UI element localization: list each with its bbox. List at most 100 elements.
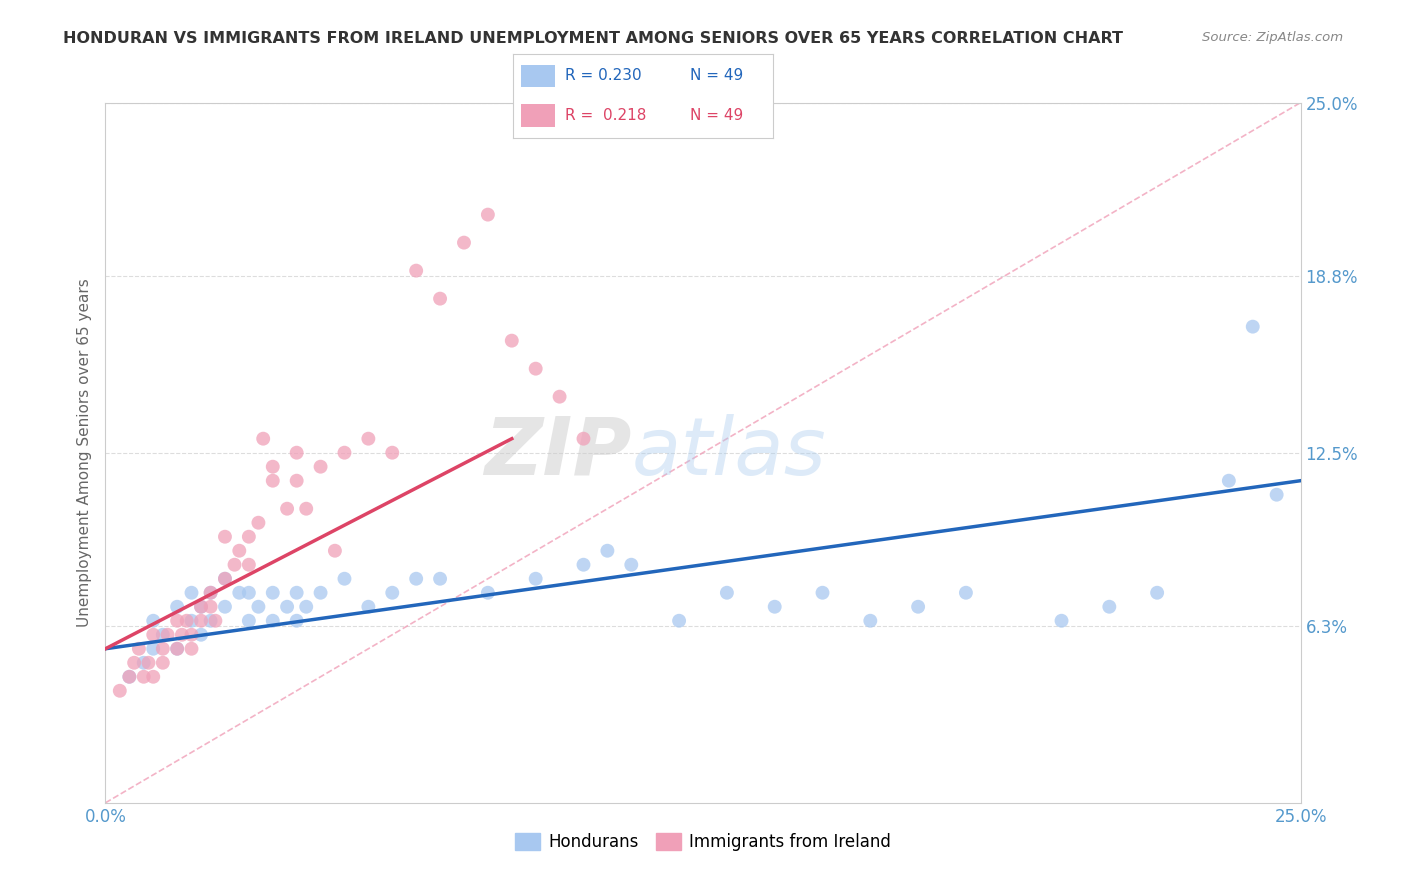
- FancyBboxPatch shape: [522, 104, 555, 128]
- Point: [1146, 586, 1168, 600]
- Point: [524, 361, 547, 376]
- Point: [228, 586, 250, 600]
- Point: [190, 599, 212, 614]
- Text: ZIP: ZIP: [484, 414, 631, 491]
- Point: [668, 614, 690, 628]
- Point: [285, 614, 308, 628]
- Point: [190, 614, 212, 628]
- Point: [763, 599, 786, 614]
- Point: [716, 586, 738, 600]
- Point: [572, 432, 595, 446]
- Point: [1098, 599, 1121, 614]
- Point: [453, 235, 475, 250]
- Point: [214, 599, 236, 614]
- Point: [142, 628, 165, 642]
- Point: [572, 558, 595, 572]
- Point: [214, 530, 236, 544]
- Point: [907, 599, 929, 614]
- Point: [128, 641, 150, 656]
- Text: N = 49: N = 49: [690, 108, 744, 123]
- Point: [138, 656, 160, 670]
- Point: [285, 586, 308, 600]
- Point: [166, 641, 188, 656]
- Point: [357, 432, 380, 446]
- Point: [152, 641, 174, 656]
- Text: N = 49: N = 49: [690, 69, 744, 84]
- Point: [429, 572, 451, 586]
- Point: [118, 670, 141, 684]
- Point: [548, 390, 571, 404]
- Point: [262, 586, 284, 600]
- Point: [152, 628, 174, 642]
- Point: [180, 614, 202, 628]
- Point: [477, 208, 499, 222]
- Point: [405, 572, 427, 586]
- Point: [142, 641, 165, 656]
- Point: [180, 641, 202, 656]
- Point: [166, 599, 188, 614]
- Point: [152, 656, 174, 670]
- Point: [142, 614, 165, 628]
- Point: [142, 670, 165, 684]
- Text: Source: ZipAtlas.com: Source: ZipAtlas.com: [1202, 31, 1343, 45]
- Text: R = 0.230: R = 0.230: [565, 69, 641, 84]
- Text: R =  0.218: R = 0.218: [565, 108, 647, 123]
- Point: [132, 670, 155, 684]
- Point: [122, 656, 145, 670]
- Point: [285, 446, 308, 460]
- Point: [333, 446, 356, 460]
- Point: [108, 683, 131, 698]
- Point: [811, 586, 834, 600]
- Point: [200, 614, 222, 628]
- Point: [1241, 319, 1264, 334]
- Point: [357, 599, 380, 614]
- Point: [166, 614, 188, 628]
- Point: [156, 628, 179, 642]
- Point: [323, 543, 346, 558]
- Point: [238, 558, 260, 572]
- Point: [262, 459, 284, 474]
- Point: [596, 543, 619, 558]
- Point: [381, 446, 404, 460]
- Point: [190, 599, 212, 614]
- Point: [238, 586, 260, 600]
- Point: [333, 572, 356, 586]
- Point: [405, 263, 427, 277]
- Point: [200, 586, 222, 600]
- Point: [176, 614, 198, 628]
- Point: [180, 586, 202, 600]
- Point: [228, 543, 250, 558]
- Point: [381, 586, 404, 600]
- Point: [955, 586, 977, 600]
- Point: [1218, 474, 1240, 488]
- Point: [295, 599, 318, 614]
- Point: [252, 432, 274, 446]
- Point: [247, 516, 270, 530]
- Point: [200, 586, 222, 600]
- Point: [285, 474, 308, 488]
- Point: [214, 572, 236, 586]
- Point: [620, 558, 643, 572]
- Point: [501, 334, 523, 348]
- Point: [859, 614, 882, 628]
- Point: [180, 628, 202, 642]
- Point: [276, 599, 298, 614]
- Point: [247, 599, 270, 614]
- Point: [224, 558, 246, 572]
- Point: [238, 614, 260, 628]
- Point: [309, 586, 332, 600]
- Point: [309, 459, 332, 474]
- Point: [262, 474, 284, 488]
- Point: [204, 614, 226, 628]
- Point: [429, 292, 451, 306]
- Text: atlas: atlas: [631, 414, 827, 491]
- Point: [238, 530, 260, 544]
- Point: [200, 599, 222, 614]
- Point: [295, 501, 318, 516]
- Text: HONDURAN VS IMMIGRANTS FROM IRELAND UNEMPLOYMENT AMONG SENIORS OVER 65 YEARS COR: HONDURAN VS IMMIGRANTS FROM IRELAND UNEM…: [63, 31, 1123, 46]
- Point: [1265, 488, 1288, 502]
- Point: [1050, 614, 1073, 628]
- Point: [214, 572, 236, 586]
- FancyBboxPatch shape: [522, 64, 555, 87]
- Point: [132, 656, 155, 670]
